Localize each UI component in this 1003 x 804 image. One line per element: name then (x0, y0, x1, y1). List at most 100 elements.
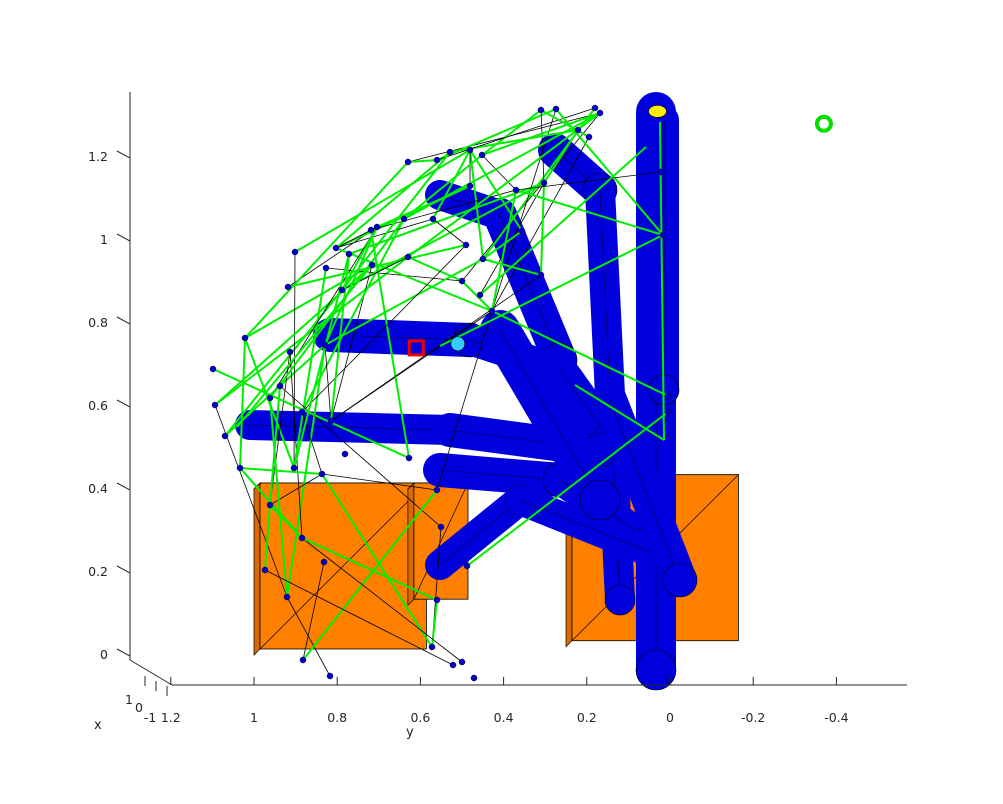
path-edge (491, 310, 669, 397)
path-edge (212, 368, 410, 459)
graph-node (478, 151, 486, 159)
graph-node (276, 382, 284, 390)
z-tick (116, 565, 131, 574)
path-edge (321, 473, 433, 648)
goal-marker (814, 114, 833, 133)
graph-edge (324, 344, 332, 422)
path-edge (407, 112, 601, 258)
graph-node (462, 241, 470, 249)
graph-node (574, 126, 582, 134)
graph-node (537, 106, 545, 114)
box-side (253, 482, 261, 656)
graph-edge (335, 218, 434, 249)
graph-node (664, 392, 672, 400)
graph-edge (269, 351, 291, 506)
y-tick-label: 1 (250, 710, 258, 725)
z-tick (116, 233, 131, 242)
path-edge (482, 230, 523, 260)
graph-node (367, 226, 375, 234)
z-tick (116, 482, 131, 491)
graph-node (321, 341, 329, 349)
path-edge (439, 235, 662, 347)
target-marker (407, 339, 425, 357)
graph-edge (264, 569, 454, 666)
graph-node (664, 408, 672, 416)
graph-node (659, 231, 667, 239)
graph-node (512, 186, 520, 194)
path-edge (540, 182, 545, 276)
path-edge (491, 189, 517, 312)
graph-edge (540, 109, 545, 184)
graph-node (488, 307, 496, 315)
y-tick-label: 0.6 (410, 710, 430, 725)
graph-node (284, 283, 292, 291)
path-edge (324, 226, 378, 346)
path-edge (348, 182, 545, 255)
path-edge (330, 253, 350, 422)
graph-edge (279, 385, 442, 528)
graph-edge (321, 473, 438, 491)
arm-edge (499, 329, 601, 501)
graph-node (221, 432, 229, 440)
graph-edge (293, 251, 296, 469)
path-edge (479, 146, 647, 296)
z-tick-label: 0.4 (88, 481, 108, 496)
graph-node (327, 417, 335, 425)
path-edge (301, 218, 405, 413)
graph-node (657, 168, 665, 176)
graph-node (326, 672, 334, 680)
path-edge (515, 189, 664, 236)
graph-node (299, 656, 307, 664)
path-edge (403, 154, 483, 220)
graph-node (338, 286, 346, 294)
path-edge (236, 264, 373, 428)
tick-labels: 1.2 1 0.8 0.6 0.4 0.2 0 -0.2 -0.4 0 0.2 0.4 0.6 0.8 1 1… (88, 149, 849, 725)
path-edge (407, 256, 463, 282)
graph-node (236, 464, 244, 472)
y-axis-label: y (406, 725, 414, 740)
graph-edge (481, 154, 517, 191)
path-edge (574, 384, 665, 441)
y-tick-label: 1.2 (161, 710, 181, 725)
graph-node (466, 182, 474, 190)
graph-node (476, 291, 484, 299)
box-diagonal (413, 482, 469, 600)
graph-node (318, 470, 326, 478)
arm-link (235, 410, 466, 446)
graph-node (537, 271, 545, 279)
path-edge (286, 344, 326, 598)
y-tick-label: 0.8 (327, 710, 347, 725)
graph-node (211, 401, 219, 409)
arm-link (593, 383, 698, 598)
x-tick-label: -1 (144, 710, 156, 725)
graph-node (596, 109, 604, 117)
path-edge (324, 258, 484, 346)
graph-node (437, 523, 445, 531)
box-diagonal (259, 482, 427, 650)
graph-node (373, 223, 381, 231)
path-edge (301, 537, 438, 601)
path-edge (302, 489, 438, 661)
graph-node (341, 450, 349, 458)
graph-edge (302, 561, 325, 661)
path-edge (264, 504, 271, 571)
graph-edge (515, 171, 662, 191)
graph-node (241, 334, 249, 342)
graph-node (322, 264, 330, 272)
graph-edge (436, 107, 596, 161)
y-tick-label: 0 (666, 710, 674, 725)
arm-edge (439, 499, 521, 566)
path-edge (335, 151, 451, 249)
graph-node (332, 244, 340, 252)
arm-joint (579, 479, 621, 521)
arm-joint (662, 562, 698, 598)
graph-node (298, 534, 306, 542)
graph-edge (325, 267, 463, 282)
z-tick-label: 0 (100, 647, 108, 662)
y-tick-label: 0.4 (494, 710, 514, 725)
graph-node (470, 674, 478, 682)
graph-node (429, 215, 437, 223)
axes (116, 92, 907, 696)
z-tick-label: 1 (100, 232, 108, 247)
graph-node (585, 133, 593, 141)
